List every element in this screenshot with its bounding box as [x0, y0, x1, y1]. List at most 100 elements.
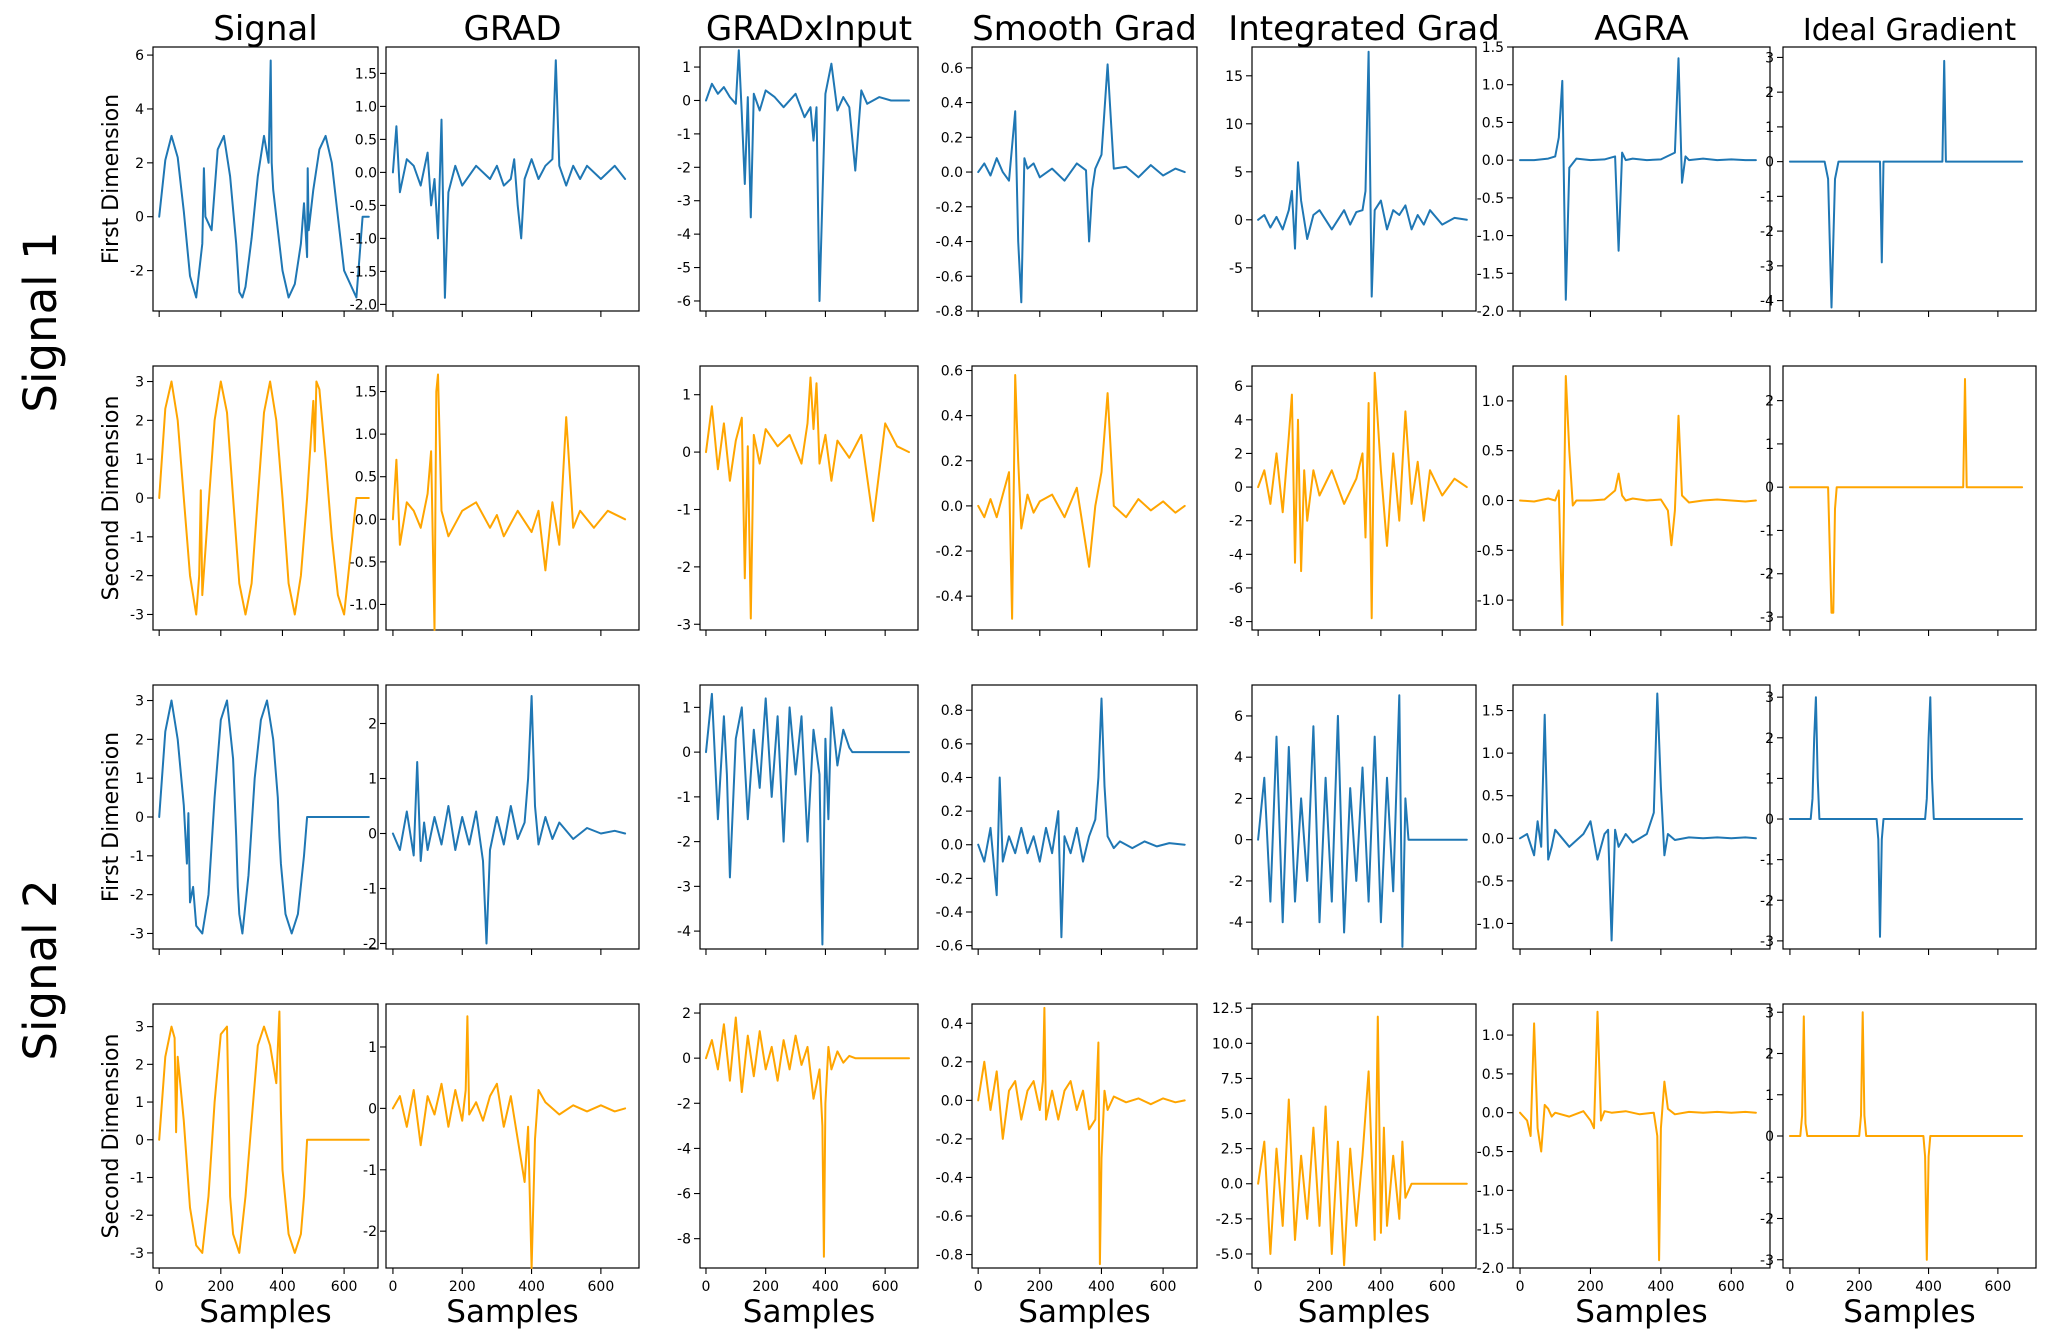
panel-r1-c5: -1.0 -0.5 0.0 0.5 1.0 — [1477, 365, 1771, 636]
series-line — [1257, 371, 1468, 620]
column-title-signal: Signal — [213, 9, 317, 49]
panel-frame — [385, 1003, 640, 1269]
y-tick-label: -8 — [1229, 615, 1243, 631]
subplot-grid: Signal GRAD GRADxInput Smooth Grad Integrate… — [99, 9, 2037, 1330]
y-tick-label: -1 — [677, 790, 691, 806]
panel-frame — [699, 1003, 919, 1269]
y-tick-label: 3 — [135, 375, 144, 391]
x-tick-label: 0 — [1254, 1279, 1263, 1295]
y-tick-label: -2 — [677, 1096, 691, 1112]
y-tick-label: 0 — [682, 745, 691, 761]
y-tick-label: 0 — [1765, 1129, 1774, 1145]
y-tick-label: -2.0 — [1477, 1261, 1504, 1277]
y-tick-label: 2 — [135, 1057, 144, 1073]
x-tick-label: 600 — [331, 1279, 358, 1295]
series-line — [977, 374, 1186, 620]
panel-frame — [699, 46, 919, 312]
panel-frame — [385, 365, 640, 631]
y-tick-label: -3 — [130, 607, 144, 623]
panel-frame — [971, 365, 1198, 631]
x-tick-label: 400 — [518, 1279, 545, 1295]
y-tick-label: 3 — [135, 1020, 144, 1036]
series-line — [705, 692, 910, 946]
y-tick-label: -6 — [1229, 581, 1243, 597]
y-tick-label: -3 — [1760, 610, 1774, 626]
y-tick-label: -5.0 — [1216, 1247, 1243, 1263]
panel-frame — [152, 46, 379, 312]
y-tick-label: -1.0 — [1477, 916, 1504, 932]
y-tick-label: -0.2 — [936, 1132, 963, 1148]
series-line — [977, 1006, 1186, 1266]
y-tick-label: -0.6 — [936, 1209, 963, 1225]
y-tick-label: 0 — [682, 1051, 691, 1067]
y-tick-label: -1 — [1760, 853, 1774, 869]
y-tick-label: -1.5 — [1477, 266, 1504, 282]
series-line — [1519, 57, 1757, 301]
column-title-ideal-gradient: Ideal Gradient — [1803, 13, 2016, 48]
series-line — [158, 1010, 370, 1254]
panel-r1-c6: -3 -2 -1 0 1 2 — [1760, 365, 2037, 636]
y-tick-label: 3 — [135, 694, 144, 710]
panel-r2-c6: -3 -2 -1 0 1 2 3 — [1760, 684, 2037, 955]
y-tick-label: 0.5 — [355, 470, 377, 486]
y-tick-label: 1.0 — [1482, 746, 1504, 762]
y-tick-label: -2 — [677, 160, 691, 176]
y-tick-label: -3 — [677, 194, 691, 210]
x-tick-label: 0 — [388, 1279, 397, 1295]
y-tick-label: -1 — [1760, 523, 1774, 539]
x-tick-label: 0 — [1516, 1279, 1525, 1295]
y-tick-label: -6 — [677, 1187, 691, 1203]
y-tick-label: 0 — [1765, 812, 1774, 828]
y-tick-label: 0.0 — [1482, 831, 1504, 847]
y-tick-label: -1.5 — [350, 264, 377, 280]
y-tick-label: -4 — [677, 1141, 691, 1157]
y-tick-label: 1.5 — [355, 385, 377, 401]
y-tick-label: 1 — [368, 772, 377, 788]
series-line — [1257, 1015, 1468, 1267]
y-tick-label: 2 — [1765, 85, 1774, 101]
panel-r2-c1: -2 -1 0 1 2 — [363, 684, 640, 955]
x-tick-label: 400 — [1915, 1279, 1942, 1295]
y-tick-label: -3 — [130, 1246, 144, 1262]
y-tick-label: 0.4 — [941, 409, 963, 425]
panel-r2-c4: -4 -2 0 2 4 6 — [1229, 684, 1477, 955]
y-tick-label: 0.0 — [941, 499, 963, 515]
series-line — [1519, 1010, 1757, 1262]
series-line — [977, 697, 1186, 939]
y-tick-label: -1 — [677, 502, 691, 518]
column-title-agra: AGRA — [1594, 9, 1689, 49]
panel-frame — [1782, 365, 2037, 631]
x-axis-label: Samples — [743, 1294, 875, 1330]
y-tick-label: 0.6 — [941, 364, 963, 380]
panel-frame — [971, 46, 1198, 312]
y-tick-label: 1 — [1765, 771, 1774, 787]
y-tick-label: -5 — [677, 261, 691, 277]
series-line — [977, 63, 1186, 304]
y-tick-label: -2 — [130, 569, 144, 585]
series-line — [391, 59, 627, 299]
panel-r1-c3: -0.4 -0.2 0.0 0.2 0.4 0.6 — [936, 364, 1198, 636]
y-tick-label: 0.2 — [941, 454, 963, 470]
y-tick-label: 0.0 — [1221, 1177, 1243, 1193]
panel-r2-c3: -0.6 -0.4 -0.2 0.0 0.2 0.4 0.6 0.8 — [936, 684, 1198, 955]
panel-r0-c3: -0.8 -0.6 -0.4 -0.2 0.0 0.2 0.4 0.6 — [936, 46, 1198, 320]
y-tick-label: -2 — [1760, 1212, 1774, 1228]
y-tick-label: -1.0 — [350, 231, 377, 247]
panel-frame — [1782, 684, 2037, 950]
y-tick-label: -3 — [1760, 259, 1774, 275]
x-axis-label: Samples — [1843, 1294, 1975, 1330]
x-tick-label: 400 — [812, 1279, 839, 1295]
panel-r3-c1: -2 -1 0 1 0 200 400 600 Samples — [363, 1003, 640, 1330]
y-tick-label: -1 — [130, 849, 144, 865]
y-tick-label: -2 — [130, 264, 144, 280]
y-tick-label: -0.4 — [936, 589, 963, 605]
panel-r0-c6: -4 -3 -2 -1 0 1 2 3 — [1760, 46, 2037, 317]
series-line — [1519, 692, 1757, 942]
series-line — [705, 1016, 910, 1258]
x-axis-label: Samples — [446, 1294, 578, 1330]
row-ylabel-3: Second Dimension — [99, 1034, 124, 1239]
y-tick-label: 0.8 — [941, 703, 963, 719]
